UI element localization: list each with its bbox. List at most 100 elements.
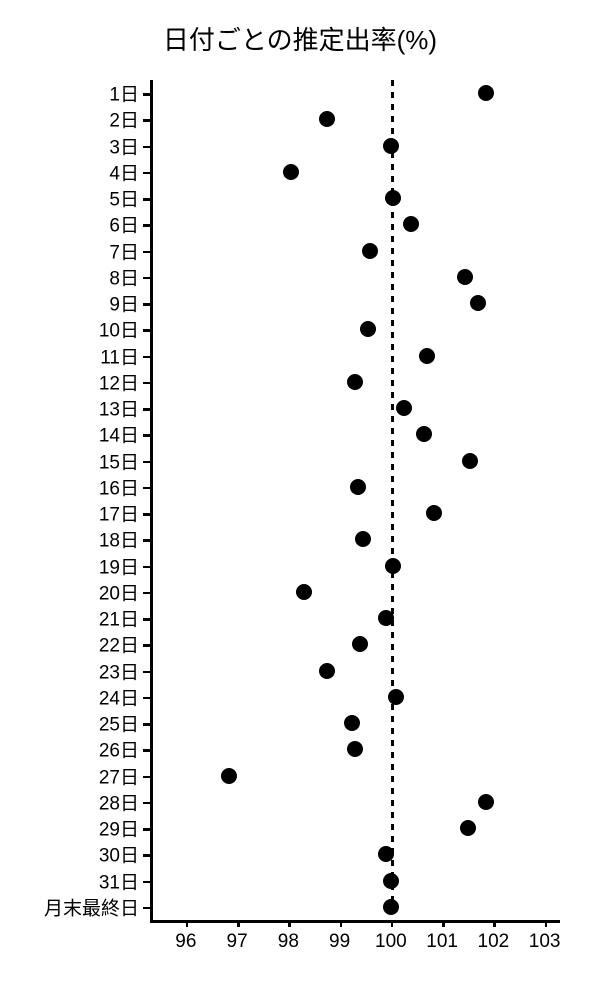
y-tick-label: 13日 (99, 395, 139, 422)
y-tick-label: 7日 (109, 237, 139, 264)
y-tick-label: 17日 (99, 500, 139, 527)
y-tick-label: 21日 (99, 605, 139, 632)
scatter-point (355, 531, 371, 547)
scatter-point (388, 689, 404, 705)
y-tick (143, 723, 150, 726)
y-tick (143, 566, 150, 569)
y-tick-label: 28日 (99, 788, 139, 815)
y-tick-label: 31日 (99, 867, 139, 894)
scatter-point (470, 295, 486, 311)
y-tick-label: 16日 (99, 473, 139, 500)
y-tick-label: 1日 (109, 80, 139, 107)
scatter-point (221, 768, 237, 784)
y-tick-label: 6日 (109, 211, 139, 238)
scatter-point (457, 269, 473, 285)
x-tick (340, 920, 343, 927)
y-tick (143, 697, 150, 700)
y-tick (143, 749, 150, 752)
y-tick-label: 22日 (99, 631, 139, 658)
y-tick (143, 251, 150, 254)
y-tick-label: 9日 (109, 290, 139, 317)
y-tick-label: 15日 (99, 447, 139, 474)
scatter-point (350, 479, 366, 495)
y-tick (143, 539, 150, 542)
scatter-point (347, 374, 363, 390)
x-tick-label: 98 (278, 931, 299, 953)
y-tick (143, 461, 150, 464)
scatter-point (383, 873, 399, 889)
y-tick (143, 329, 150, 332)
y-tick (143, 382, 150, 385)
scatter-point (478, 85, 494, 101)
scatter-point (283, 164, 299, 180)
x-tick-label: 97 (227, 931, 248, 953)
scatter-point (347, 741, 363, 757)
scatter-point (344, 715, 360, 731)
x-tick (288, 920, 291, 927)
scatter-point (426, 505, 442, 521)
y-tick (143, 828, 150, 831)
y-tick (143, 854, 150, 857)
y-tick (143, 671, 150, 674)
y-tick-label: 3日 (109, 132, 139, 159)
y-tick (143, 802, 150, 805)
y-tick-label: 8日 (109, 263, 139, 290)
scatter-point (460, 820, 476, 836)
y-tick-label: 2日 (109, 106, 139, 133)
x-tick (493, 920, 496, 927)
x-tick (237, 920, 240, 927)
scatter-point (319, 663, 335, 679)
x-tick-label: 99 (329, 931, 350, 953)
x-tick (442, 920, 445, 927)
scatter-point (396, 400, 412, 416)
y-tick-label: 23日 (99, 657, 139, 684)
y-tick-label: 29日 (99, 815, 139, 842)
y-tick-label: 11日 (100, 342, 139, 369)
y-tick (143, 146, 150, 149)
y-tick (143, 356, 150, 359)
y-tick (143, 224, 150, 227)
x-tick-label: 103 (529, 931, 561, 953)
y-tick-label: 4日 (109, 158, 139, 185)
scatter-point (378, 610, 394, 626)
y-tick (143, 592, 150, 595)
x-tick-label: 100 (375, 931, 407, 953)
y-tick (143, 119, 150, 122)
y-tick (143, 93, 150, 96)
x-tick-label: 101 (426, 931, 458, 953)
scatter-point (385, 190, 401, 206)
y-tick (143, 434, 150, 437)
x-axis-line (150, 920, 560, 923)
scatter-point (419, 348, 435, 364)
scatter-point (362, 243, 378, 259)
y-tick (143, 277, 150, 280)
y-tick (143, 907, 150, 910)
scatter-point (360, 321, 376, 337)
scatter-point (403, 216, 419, 232)
x-tick (545, 920, 548, 927)
scatter-point (478, 794, 494, 810)
y-tick-label: 26日 (99, 736, 139, 763)
scatter-point (296, 584, 312, 600)
y-tick-label: 5日 (109, 185, 139, 212)
x-tick (391, 920, 394, 927)
y-tick-label: 月末最終日 (44, 893, 139, 920)
y-tick (143, 644, 150, 647)
y-tick (143, 881, 150, 884)
scatter-point (378, 846, 394, 862)
y-tick (143, 408, 150, 411)
y-tick (143, 172, 150, 175)
y-tick-label: 20日 (99, 578, 139, 605)
scatter-point (385, 558, 401, 574)
y-tick (143, 618, 150, 621)
y-tick-label: 30日 (99, 841, 139, 868)
y-tick-label: 18日 (99, 526, 139, 553)
chart-container: 日付ごとの推定出率(%) 969798991001011021031日2日3日4… (0, 0, 600, 1000)
scatter-point (319, 111, 335, 127)
x-tick-label: 96 (175, 931, 196, 953)
scatter-point (383, 138, 399, 154)
scatter-point (352, 636, 368, 652)
y-tick-label: 12日 (99, 368, 139, 395)
y-tick-label: 10日 (99, 316, 139, 343)
y-tick-label: 14日 (99, 421, 139, 448)
